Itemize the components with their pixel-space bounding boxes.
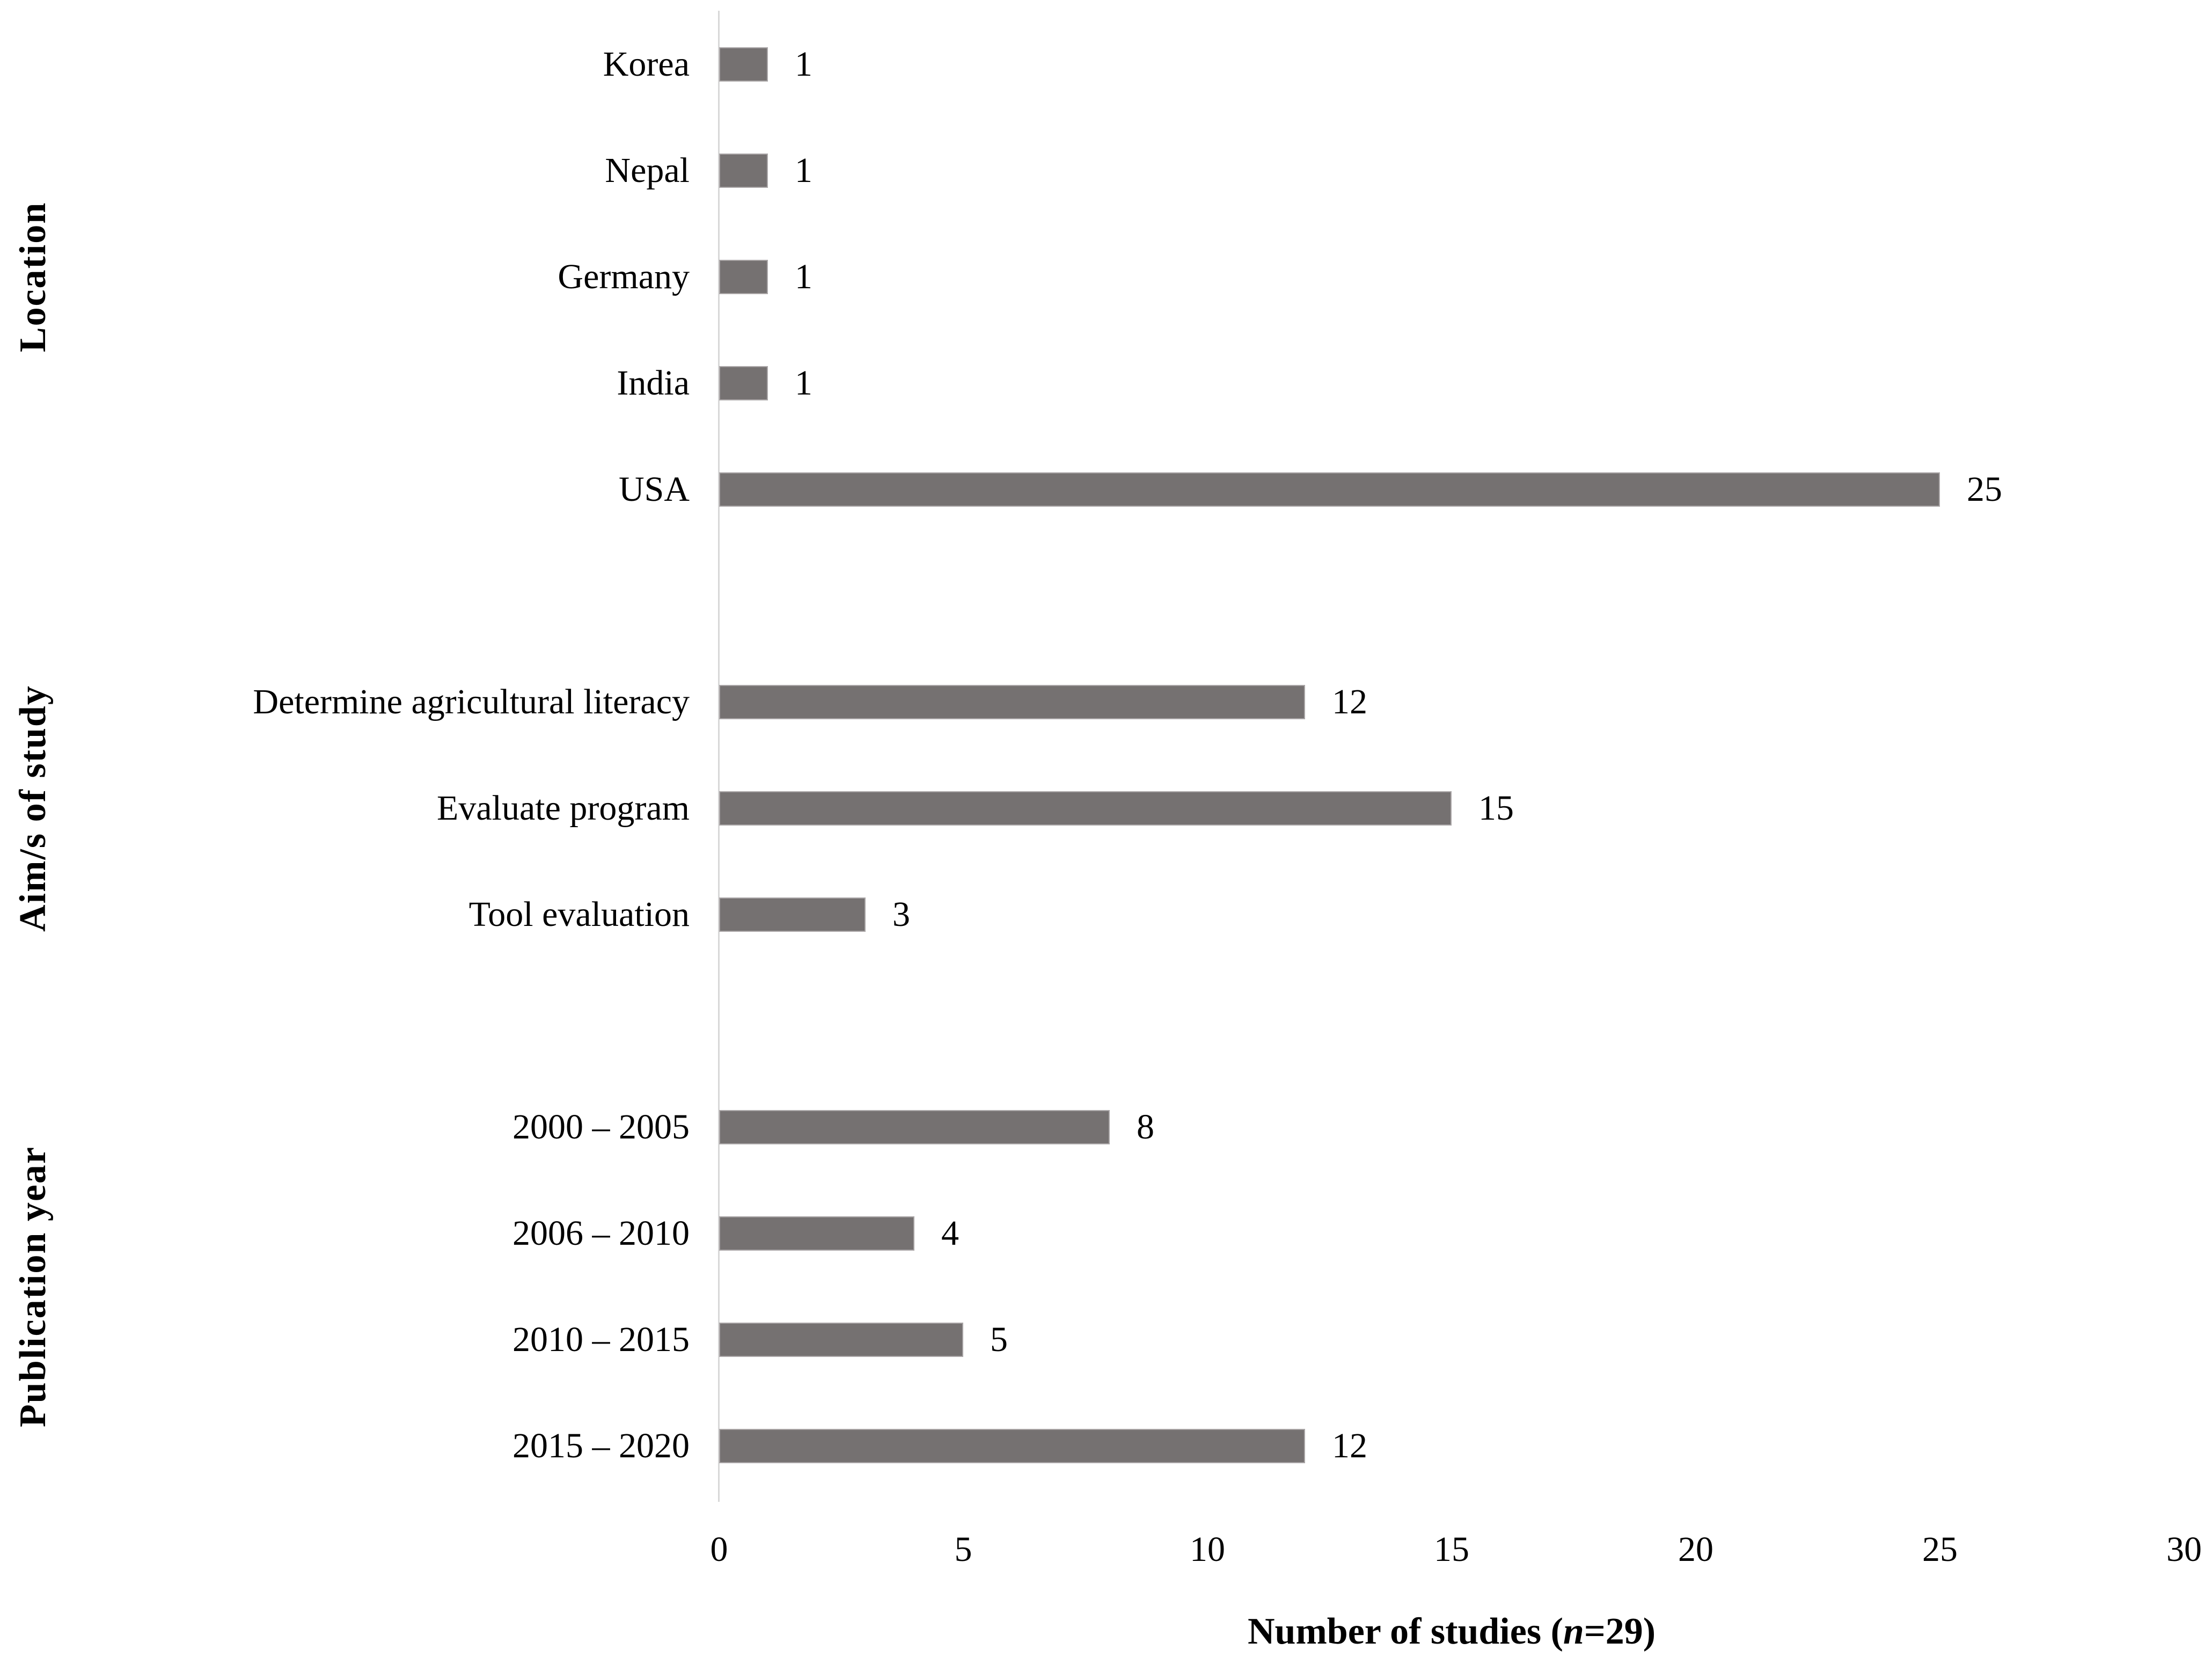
value-label-germany: 1	[795, 257, 812, 296]
category-label-india: India	[617, 363, 690, 403]
value-label-2015-2020: 12	[1332, 1426, 1367, 1465]
bar-2010-2015	[719, 1323, 963, 1357]
bar-track: 1	[719, 363, 2184, 403]
x-axis-title-prefix: Number of studies (	[1247, 1611, 1563, 1652]
bar-track: 5	[719, 1320, 2184, 1359]
bar-nepal	[719, 154, 768, 188]
bar-row-2010-2015: 2010 – 2015 5	[0, 1287, 2212, 1393]
bar-row-2006-2010: 2006 – 2010 4	[0, 1180, 2212, 1287]
bar-row-nepal: Nepal 1	[0, 118, 2212, 224]
bar-track: 1	[719, 257, 2184, 296]
x-tick-5: 5	[954, 1530, 972, 1569]
bar-row-tool-evaluation: Tool evaluation 3	[0, 862, 2212, 968]
category-label-evaluate-program: Evaluate program	[437, 789, 690, 828]
value-label-2006-2010: 4	[941, 1214, 959, 1253]
value-label-korea: 1	[795, 45, 812, 84]
value-label-usa: 25	[1967, 470, 2002, 509]
bar-usa	[719, 472, 1940, 507]
value-label-nepal: 1	[795, 151, 812, 190]
category-label-2000-2005: 2000 – 2005	[512, 1107, 690, 1147]
value-label-2000-2005: 8	[1137, 1107, 1154, 1147]
x-axis-title-suffix: =29)	[1584, 1611, 1656, 1652]
bar-2006-2010	[719, 1216, 914, 1251]
category-label-2015-2020: 2015 – 2020	[512, 1426, 690, 1465]
value-label-determine-agricultural-literacy: 12	[1332, 682, 1367, 721]
category-label-nepal: Nepal	[605, 151, 690, 190]
value-label-tool-evaluation: 3	[892, 895, 910, 934]
category-label-tool-evaluation: Tool evaluation	[468, 895, 690, 934]
bar-track: 4	[719, 1216, 2184, 1251]
bar-row-korea: Korea 1	[0, 11, 2212, 118]
x-tick-10: 10	[1190, 1530, 1225, 1569]
bar-track: 3	[719, 897, 2184, 932]
x-axis-title-n-symbol: n	[1563, 1611, 1584, 1652]
value-label-evaluate-program: 15	[1478, 789, 1514, 828]
x-tick-15: 15	[1434, 1530, 1469, 1569]
x-tick-25: 25	[1922, 1530, 1958, 1569]
bar-row-germany: Germany 1	[0, 224, 2212, 330]
bar-evaluate-program	[719, 791, 1452, 826]
x-axis-title: Number of studies (n=29)	[719, 1610, 2184, 1653]
bar-germany	[719, 260, 768, 294]
x-tick-30: 30	[2166, 1530, 2202, 1569]
bar-india	[719, 366, 768, 400]
x-tick-0: 0	[710, 1530, 728, 1569]
bar-track: 8	[719, 1107, 2184, 1147]
bar-row-2015-2020: 2015 – 2020 12	[0, 1393, 2212, 1499]
category-label-korea: Korea	[603, 45, 690, 84]
x-tick-20: 20	[1678, 1530, 1713, 1569]
category-label-2010-2015: 2010 – 2015	[512, 1320, 690, 1359]
bar-row-determine-agricultural-literacy: Determine agricultural literacy 12	[0, 649, 2212, 755]
bar-row-evaluate-program: Evaluate program 15	[0, 755, 2212, 862]
bar-track: 1	[719, 151, 2184, 190]
value-label-2010-2015: 5	[990, 1320, 1008, 1359]
bar-row-india: India 1	[0, 330, 2212, 436]
bar-determine-agricultural-literacy	[719, 685, 1305, 719]
bar-track: 12	[719, 682, 2184, 721]
bar-2015-2020	[719, 1429, 1305, 1463]
bar-track: 15	[719, 791, 2184, 826]
category-label-determine-agricultural-literacy: Determine agricultural literacy	[253, 682, 690, 721]
bar-track: 1	[719, 47, 2184, 82]
bar-row-2000-2005: 2000 – 2005 8	[0, 1074, 2212, 1180]
bar-row-usa: USA 25	[0, 436, 2212, 543]
bar-track: 12	[719, 1426, 2184, 1465]
bar-tool-evaluation	[719, 897, 866, 932]
category-label-germany: Germany	[558, 257, 690, 296]
bar-korea	[719, 47, 768, 82]
category-label-usa: USA	[618, 470, 690, 509]
bar-2000-2005	[719, 1110, 1110, 1144]
category-label-2006-2010: 2006 – 2010	[512, 1214, 690, 1253]
y-axis-line	[718, 11, 720, 1502]
bar-track: 25	[719, 472, 2184, 507]
value-label-india: 1	[795, 363, 812, 403]
